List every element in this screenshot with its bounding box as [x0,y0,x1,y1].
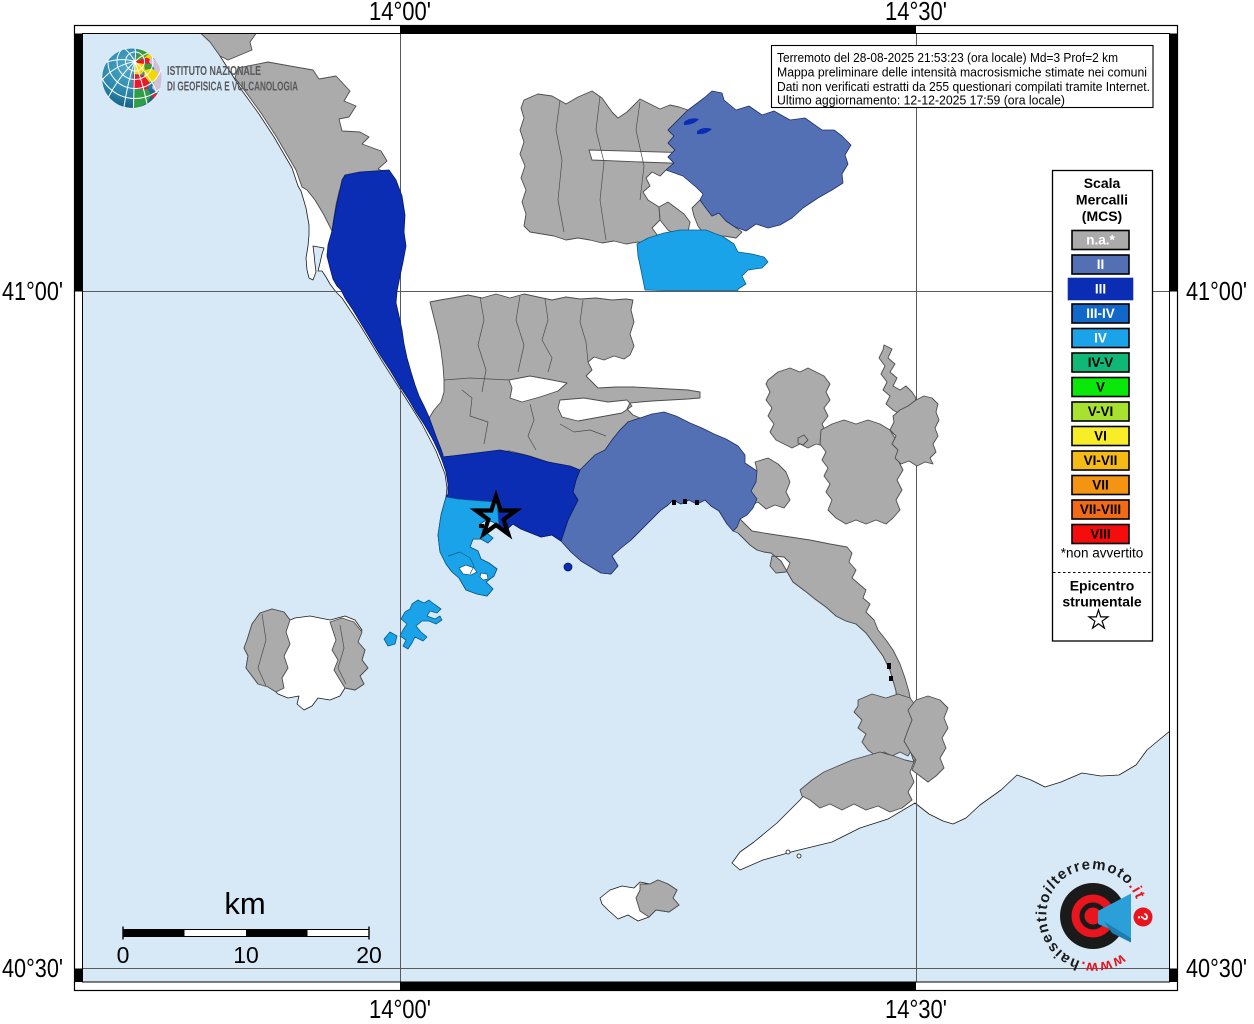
svg-text:14°00': 14°00' [369,994,431,1024]
svg-text:III: III [1095,282,1106,297]
svg-text:IV-V: IV-V [1088,355,1114,370]
svg-text:*non avvertito: *non avvertito [1061,546,1144,561]
svg-text:14°30': 14°30' [885,0,947,26]
svg-text:IV: IV [1094,331,1107,346]
svg-text:ISTITUTO NAZIONALE: ISTITUTO NAZIONALE [167,63,261,78]
svg-text:?: ? [1134,911,1151,922]
svg-text:14°30': 14°30' [885,994,947,1024]
svg-text:VI: VI [1094,429,1107,444]
svg-text:km: km [224,886,265,921]
svg-text:40°30': 40°30' [2,953,63,983]
svg-text:Epicentro: Epicentro [1070,578,1135,594]
svg-text:n.a.*: n.a.* [1086,233,1115,248]
svg-text:14°00': 14°00' [369,0,431,26]
svg-text:VI-VII: VI-VII [1084,453,1118,468]
svg-text:40°30': 40°30' [1186,953,1247,983]
svg-text:VII-VIII: VII-VIII [1080,502,1121,517]
svg-text:III-IV: III-IV [1086,306,1115,321]
svg-text:VIII: VIII [1090,527,1110,542]
svg-text:20: 20 [356,942,382,968]
svg-text:VII: VII [1092,478,1109,493]
svg-text:(MCS): (MCS) [1082,208,1122,224]
svg-text:10: 10 [233,942,259,968]
svg-text:V-VI: V-VI [1088,404,1114,419]
svg-text:Scala: Scala [1084,175,1121,191]
svg-text:Dati non verificati estratti d: Dati non verificati estratti da 255 ques… [777,79,1150,94]
svg-text:41°00': 41°00' [2,276,63,306]
svg-text:II: II [1097,257,1105,272]
svg-text:Mercalli: Mercalli [1076,192,1128,208]
svg-text:Terremoto del 28-08-2025 21:53: Terremoto del 28-08-2025 21:53:23 (ora l… [777,50,1118,65]
svg-text:Mappa preliminare delle intens: Mappa preliminare delle intensità macros… [777,65,1147,80]
svg-text:V: V [1096,380,1105,395]
svg-text:strumentale: strumentale [1062,594,1142,610]
svg-text:Ultimo aggiornamento: 12-12-20: Ultimo aggiornamento: 12-12-2025 17:59 (… [777,93,1065,108]
svg-text:DI GEOFISICA E VULCANOLOGIA: DI GEOFISICA E VULCANOLOGIA [167,79,298,94]
svg-text:41°00': 41°00' [1186,276,1247,306]
svg-text:0: 0 [117,942,130,968]
